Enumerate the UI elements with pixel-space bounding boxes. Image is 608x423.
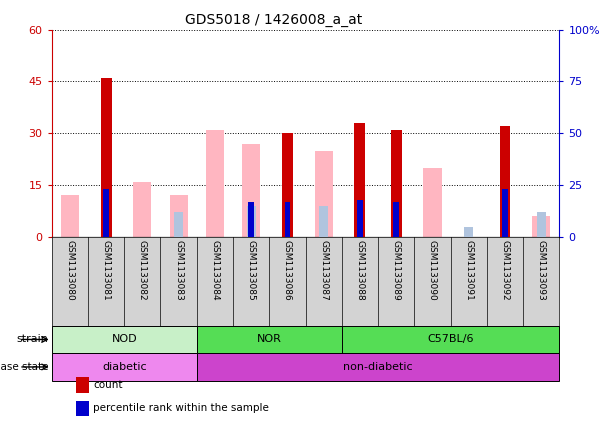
Bar	[464, 227, 473, 237]
Text: GSM1133088: GSM1133088	[356, 239, 364, 300]
Bar	[247, 206, 255, 237]
Text: GSM1133086: GSM1133086	[283, 239, 292, 300]
Text: percentile rank within the sample: percentile rank within the sample	[93, 403, 269, 413]
Bar	[285, 202, 290, 237]
Text: GSM1133082: GSM1133082	[138, 239, 147, 300]
Text: GSM1133081: GSM1133081	[102, 239, 111, 300]
Bar	[282, 133, 293, 237]
Bar	[391, 130, 402, 237]
Text: non-diabetic: non-diabetic	[344, 362, 413, 372]
Text: GSM1133093: GSM1133093	[537, 239, 546, 300]
FancyBboxPatch shape	[197, 353, 559, 381]
Text: diabetic: diabetic	[102, 362, 147, 372]
FancyBboxPatch shape	[52, 326, 197, 353]
Text: C57BL/6: C57BL/6	[427, 335, 474, 344]
Text: GSM1133085: GSM1133085	[247, 239, 255, 300]
Text: GSM1133091: GSM1133091	[464, 239, 473, 300]
Text: GSM1133089: GSM1133089	[392, 239, 401, 300]
Text: NOR: NOR	[257, 335, 282, 344]
Bar	[61, 195, 79, 237]
Bar	[249, 202, 254, 237]
Text: disease state: disease state	[0, 362, 49, 372]
FancyBboxPatch shape	[342, 326, 559, 353]
Bar	[423, 168, 441, 237]
Bar	[170, 195, 188, 237]
Bar	[500, 126, 510, 237]
Bar	[393, 202, 399, 237]
Text: GDS5018 / 1426008_a_at: GDS5018 / 1426008_a_at	[185, 13, 362, 27]
Bar	[319, 206, 328, 237]
Bar	[206, 130, 224, 237]
Text: GSM1133090: GSM1133090	[428, 239, 437, 300]
Bar	[537, 212, 546, 237]
Bar	[532, 216, 550, 237]
Text: GSM1133087: GSM1133087	[319, 239, 328, 300]
Text: strain: strain	[17, 335, 49, 344]
Bar	[354, 123, 365, 237]
Text: GSM1133080: GSM1133080	[65, 239, 74, 300]
FancyBboxPatch shape	[52, 353, 197, 381]
Text: GSM1133084: GSM1133084	[210, 239, 219, 300]
Bar	[314, 151, 333, 237]
Bar	[133, 181, 151, 237]
Text: count: count	[93, 380, 123, 390]
Bar	[174, 212, 183, 237]
FancyBboxPatch shape	[197, 326, 342, 353]
Bar	[357, 200, 362, 237]
Text: GSM1133092: GSM1133092	[500, 239, 510, 300]
Bar	[502, 189, 508, 237]
Bar	[242, 144, 260, 237]
Text: GSM1133083: GSM1133083	[174, 239, 183, 300]
Bar	[101, 78, 111, 237]
Text: NOD: NOD	[111, 335, 137, 344]
Bar	[103, 189, 109, 237]
